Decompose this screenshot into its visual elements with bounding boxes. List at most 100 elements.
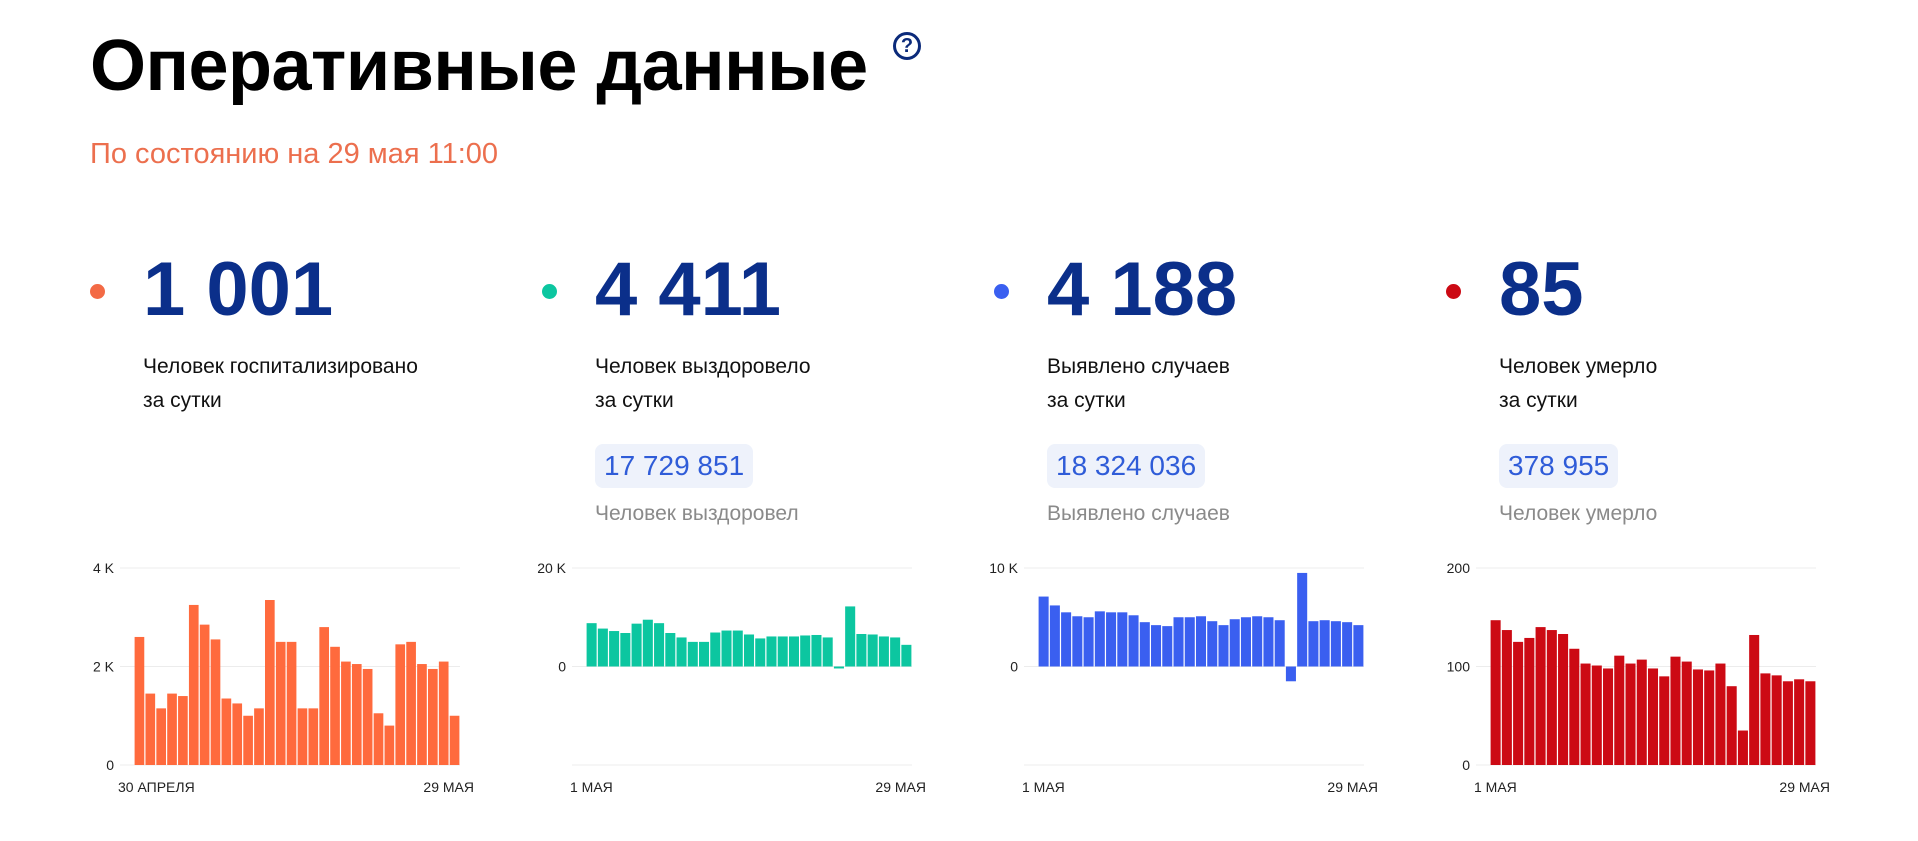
recovered-bar [665, 633, 676, 667]
deaths-desc-line1: Человек умерло [1499, 355, 1658, 378]
deaths-bar [1614, 655, 1625, 765]
recovered-bar [732, 630, 743, 667]
recovered-bar [586, 623, 597, 667]
cases-desc-line1: Выявлено случаев [1047, 355, 1230, 378]
hospitalized-bar [428, 668, 438, 765]
cases-bar [1274, 620, 1285, 667]
deaths-y-tick-label: 200 [1447, 560, 1471, 576]
hospitalized-value: 1 001 [143, 247, 334, 332]
cases-bar [1353, 625, 1364, 667]
deaths-chart: 0 100 200 1 МАЯ 29 МАЯ [1447, 560, 1830, 795]
cases-bar [1240, 617, 1251, 667]
deaths-bar [1670, 656, 1681, 765]
recovered-bar [687, 641, 698, 667]
recovered-bar [800, 635, 811, 667]
recovered-bar [743, 634, 755, 667]
cases-bar [1173, 617, 1184, 667]
recovered-bar [642, 619, 653, 667]
recovered-description: Человек выздоровело за сутки [595, 350, 811, 418]
deaths-bar [1715, 663, 1726, 765]
hospitalized-dot-icon [90, 284, 105, 299]
deaths-bar [1647, 668, 1659, 765]
recovered-bar [609, 631, 620, 667]
cases-bar [1151, 625, 1162, 667]
cases-value: 4 188 [1047, 247, 1238, 332]
recovered-value: 4 411 [595, 247, 781, 332]
recovered-bar [699, 641, 710, 667]
cases-bar [1195, 616, 1207, 667]
cases-bar [1218, 625, 1229, 667]
cases-description: Выявлено случаев за сутки [1047, 350, 1230, 418]
deaths-total-label: Человек умерло [1499, 502, 1658, 525]
cases-bar [1038, 596, 1049, 667]
cases-bar [1094, 611, 1105, 667]
help-icon[interactable]: ? [893, 32, 921, 60]
hospitalized-bar [308, 708, 319, 765]
stat-card-deaths: 85 Человек умерло за сутки 378 955 Челов… [1446, 240, 1886, 800]
cases-bar [1285, 666, 1296, 682]
recovered-chart: 0 20 K 1 МАЯ 29 МАЯ [537, 560, 926, 795]
hospitalized-bar [178, 696, 188, 765]
cases-x-end-label: 29 МАЯ [1327, 779, 1378, 795]
hospitalized-bar [319, 627, 329, 765]
recovered-desc-line2: за сутки [595, 389, 674, 412]
hospitalized-bar [351, 664, 362, 765]
cases-bar [1263, 617, 1274, 667]
deaths-bar [1603, 668, 1614, 765]
deaths-bar [1659, 676, 1670, 765]
cases-bar [1072, 616, 1083, 667]
hospitalized-y-tick-label: 0 [106, 757, 114, 773]
cases-bar [1342, 622, 1353, 667]
hospitalized-x-end-label: 29 МАЯ [423, 779, 474, 795]
recovered-bar [676, 637, 687, 667]
deaths-total: 378 955 [1499, 444, 1619, 488]
recovered-y-tick-label: 0 [558, 659, 566, 675]
hospitalized-y-tick-label: 4 K [93, 560, 115, 576]
hospitalized-desc-line1: Человек госпитализировано [143, 355, 418, 378]
cases-bar [1049, 605, 1060, 667]
cases-total: 18 324 036 [1047, 444, 1206, 488]
hospitalized-bar [406, 641, 416, 765]
hospitalized-bar [341, 661, 351, 765]
cases-bar [1319, 620, 1330, 667]
recovered-x-start-label: 1 МАЯ [570, 779, 613, 795]
hospitalized-bar [232, 703, 243, 765]
recovered-dot-icon [542, 284, 557, 299]
cases-bar [1139, 622, 1150, 667]
recovered-bar [822, 637, 833, 667]
deaths-bar [1760, 673, 1771, 765]
stat-card-cases: 4 188 Выявлено случаев за сутки 18 324 0… [989, 240, 1434, 800]
deaths-bar [1569, 648, 1580, 765]
recovered-bar [620, 633, 631, 667]
cases-bar [1308, 621, 1319, 667]
recovered-desc-line1: Человек выздоровело [595, 355, 811, 378]
deaths-bar [1782, 681, 1793, 765]
deaths-bar [1704, 670, 1715, 765]
deaths-bar [1692, 669, 1703, 765]
hospitalized-bar [275, 641, 286, 765]
deaths-y-tick-label: 0 [1462, 757, 1470, 773]
cases-bar [1061, 612, 1072, 667]
hospitalized-bar [384, 725, 395, 765]
cases-desc-line2: за сутки [1047, 389, 1126, 412]
stat-card-hospitalized: 1 001 Человек госпитализировано за сутки… [90, 240, 530, 800]
deaths-bar [1546, 630, 1557, 765]
recovered-bar [867, 634, 878, 667]
cases-y-tick-label: 10 K [989, 560, 1018, 576]
deaths-bar [1524, 637, 1535, 765]
cases-bar [1083, 617, 1094, 667]
deaths-bar [1737, 730, 1748, 765]
recovered-bar [811, 634, 822, 667]
hospitalized-bar [438, 661, 449, 765]
cases-y-tick-label: 0 [1010, 659, 1018, 675]
hospitalized-bar [449, 715, 460, 765]
hospitalized-bar [210, 639, 221, 765]
recovered-bar [631, 623, 642, 667]
stat-card-recovered: 4 411 Человек выздоровело за сутки 17 72… [537, 240, 982, 800]
deaths-bar [1636, 659, 1647, 765]
hospitalized-bar [254, 708, 264, 765]
recovered-bar [766, 636, 777, 667]
recovered-bar [878, 636, 889, 667]
deaths-bar [1513, 641, 1524, 765]
cases-bar [1252, 616, 1263, 667]
